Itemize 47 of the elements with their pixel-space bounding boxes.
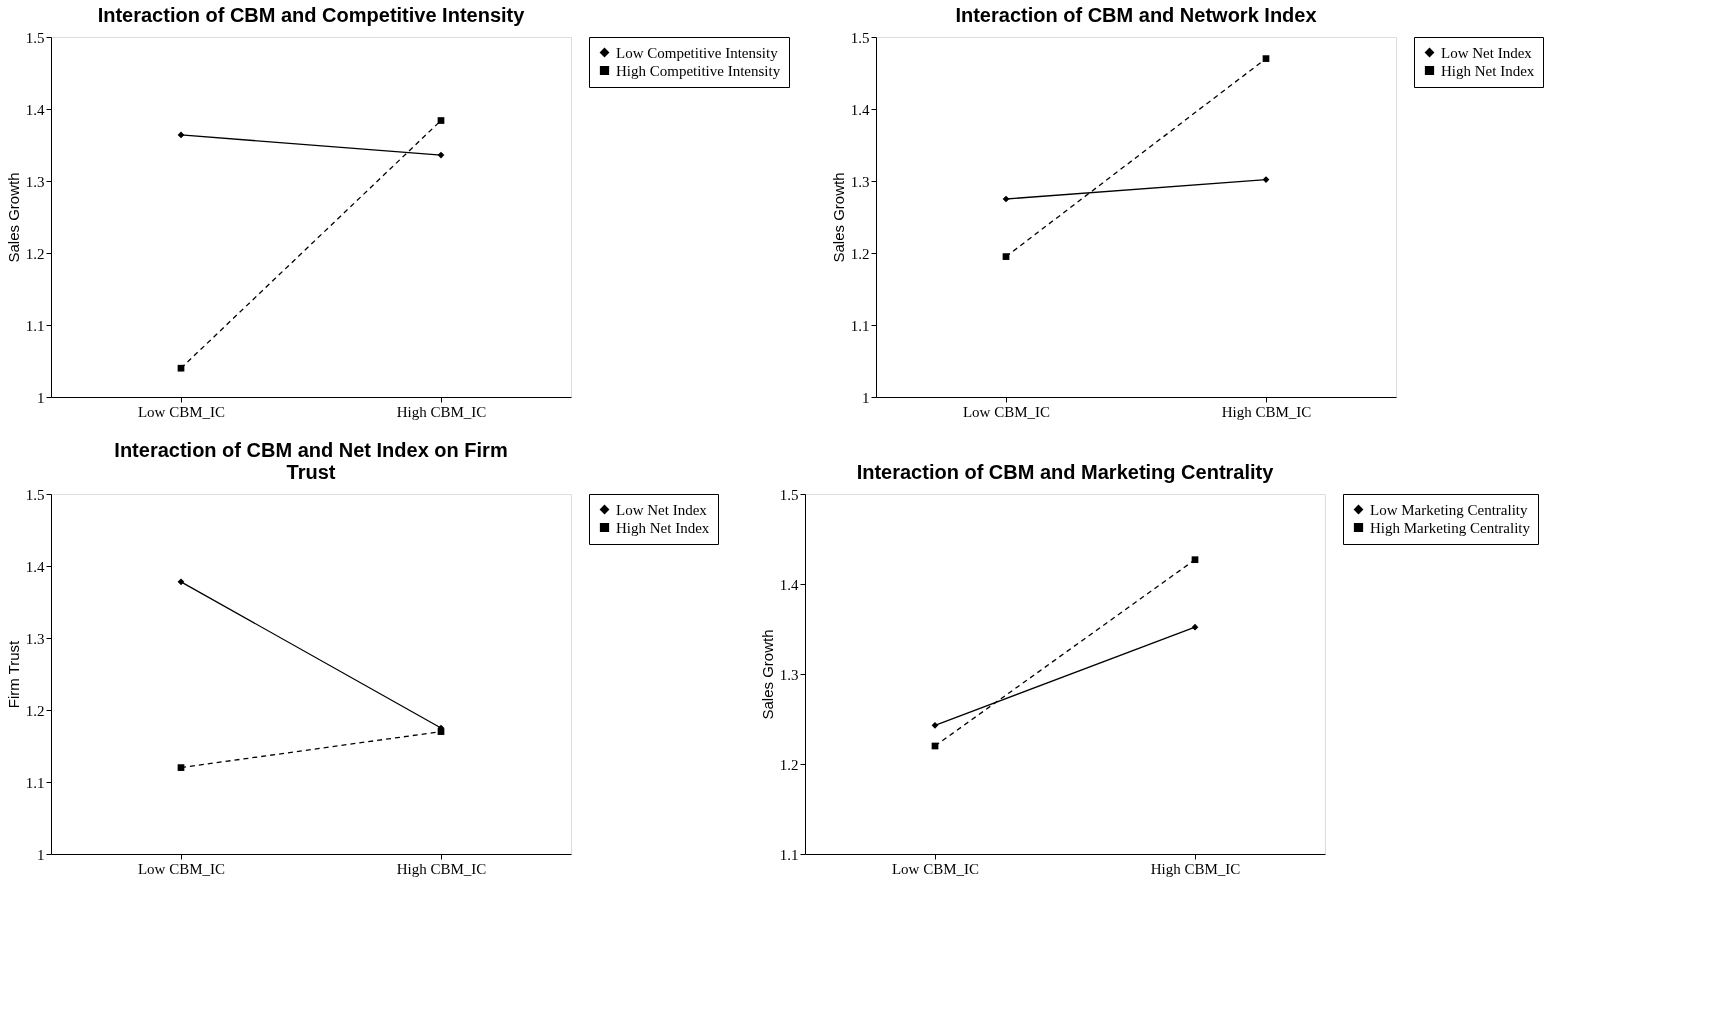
y-tick-label: 1.4 (25, 101, 45, 118)
legend-label: Low Net Index (1441, 44, 1533, 61)
y-tick-label: 1 (862, 389, 870, 406)
y-tick-label: 1.2 (850, 245, 870, 262)
y-tick-label: 1.4 (850, 101, 870, 118)
x-tick-label: Low CBM_IC (137, 403, 226, 420)
y-tick-label: 1.3 (25, 630, 45, 647)
legend-label: High Marketing Centrality (1370, 519, 1531, 536)
y-tick-label: 1.3 (850, 173, 870, 190)
chart-title: Interaction of CBM and Competitive Intensity (97, 4, 526, 26)
y-tick-label: 1.5 (850, 29, 870, 46)
y-tick-label: 1.2 (779, 756, 799, 773)
x-tick-label: Low CBM_IC (962, 403, 1051, 420)
y-tick-label: 1.5 (25, 486, 45, 503)
x-tick-label: High CBM_IC (1221, 403, 1312, 420)
y-tick-label: 1.2 (25, 245, 45, 262)
y-axis-title: Sales Growth (758, 629, 776, 720)
legend-label: Low Marketing Centrality (1370, 501, 1528, 518)
y-tick-label: 1.1 (850, 317, 870, 334)
y-axis-title: Firm Trust (4, 639, 22, 709)
y-tick-label: 1.3 (779, 666, 799, 683)
y-tick-label: 1.1 (779, 846, 799, 863)
y-tick-label: 1.1 (25, 774, 45, 791)
y-tick-label: 1.5 (779, 486, 799, 503)
y-tick-label: 1.2 (25, 702, 45, 719)
x-tick-label: High CBM_IC (396, 403, 487, 420)
chart-title: Interaction of CBM and Marketing Centrality (856, 461, 1275, 483)
y-tick-label: 1.4 (25, 558, 45, 575)
x-tick-label: Low CBM_IC (891, 860, 980, 877)
y-tick-label: 1.4 (779, 576, 799, 593)
x-tick-label: High CBM_IC (1150, 860, 1241, 877)
y-tick-label: 1 (37, 846, 45, 863)
y-axis-title: Sales Growth (829, 172, 847, 263)
chart-title: Interaction of CBM and Network Index (955, 4, 1317, 26)
legend-label: High Net Index (1441, 62, 1535, 79)
legend-label: Low Competitive Intensity (616, 44, 779, 61)
legend-label: High Competitive Intensity (616, 62, 781, 79)
y-axis-title: Sales Growth (4, 172, 22, 263)
y-tick-label: 1 (37, 389, 45, 406)
legend-label: Low Net Index (616, 501, 708, 518)
legend-label: High Net Index (616, 519, 710, 536)
x-tick-label: High CBM_IC (396, 860, 487, 877)
y-tick-label: 1.1 (25, 317, 45, 334)
y-tick-label: 1.5 (25, 29, 45, 46)
chart-title: Interaction of CBM and Net Index on Firm Trust (114, 439, 508, 483)
x-tick-label: Low CBM_IC (137, 860, 226, 877)
y-tick-label: 1.3 (25, 173, 45, 190)
